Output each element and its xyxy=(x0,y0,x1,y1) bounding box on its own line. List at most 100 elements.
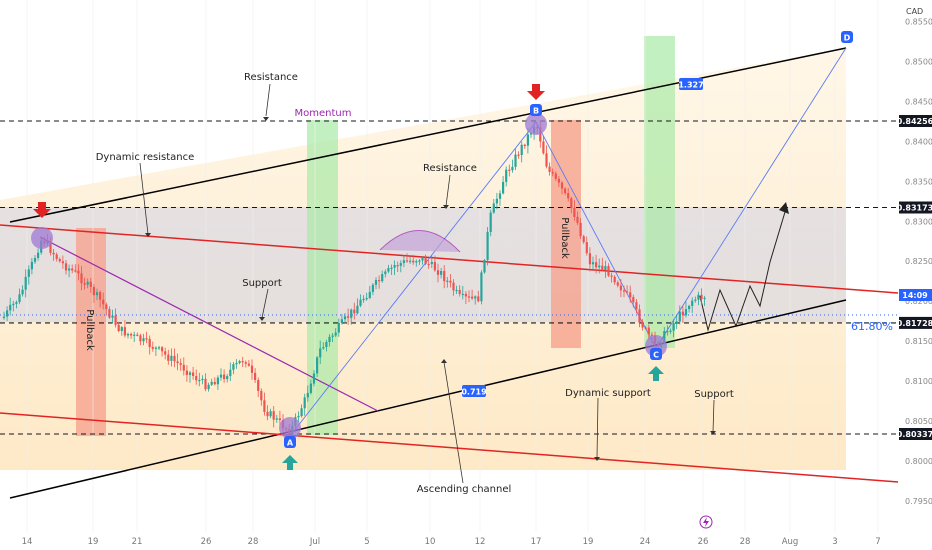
candle-body xyxy=(474,296,477,299)
lightning-icon[interactable] xyxy=(699,515,713,529)
candle-body xyxy=(89,281,92,287)
candle-body xyxy=(272,411,275,420)
candle-body xyxy=(250,365,254,373)
candle-body xyxy=(182,364,185,371)
candle-body xyxy=(486,231,489,261)
candle-body xyxy=(405,260,409,262)
candle-body xyxy=(18,294,21,303)
candle-body xyxy=(455,289,458,292)
candle-body xyxy=(458,289,461,294)
candle-body xyxy=(446,280,449,282)
pivot-a-tag[interactable]: A xyxy=(284,436,296,448)
candle-body xyxy=(226,376,229,380)
candle-body xyxy=(21,289,24,295)
candle-body xyxy=(604,266,607,271)
support-mid-label: Support xyxy=(242,278,282,289)
candle-body xyxy=(300,408,303,417)
price-level-tag[interactable] xyxy=(899,115,932,127)
candle-body xyxy=(393,265,396,268)
candle-body xyxy=(579,222,582,237)
pivot-b-tag[interactable]: B xyxy=(530,104,542,116)
candle-body xyxy=(495,198,498,204)
candle-body xyxy=(334,332,337,336)
candle-body xyxy=(421,257,424,261)
candle-body xyxy=(452,282,455,291)
candle-body xyxy=(588,253,591,265)
candle-body xyxy=(157,347,161,349)
current-price-tag[interactable]: 14:09 xyxy=(899,289,932,301)
projection-down-label: 0.719 xyxy=(461,388,487,397)
candle-body xyxy=(384,271,387,275)
x-tick-label: Jul xyxy=(309,537,320,547)
projection-down-tag[interactable]: 0.719 xyxy=(461,385,487,397)
candle-body xyxy=(130,333,133,336)
candle-body xyxy=(477,296,480,302)
candle-body xyxy=(461,293,464,296)
x-tick-label: 12 xyxy=(475,537,486,547)
price-level-tag[interactable] xyxy=(899,201,932,214)
candle-body xyxy=(30,261,33,270)
projection-arrowhead xyxy=(779,202,789,214)
candle-body xyxy=(6,310,9,317)
candle-body xyxy=(467,296,471,298)
x-tick-label: 21 xyxy=(132,537,143,547)
pivot-d-label: D xyxy=(844,34,851,43)
candle-body xyxy=(440,270,443,275)
x-tick-label: 24 xyxy=(640,537,651,547)
candle-body xyxy=(77,270,80,274)
candle-body xyxy=(235,362,238,365)
price-level-tag[interactable] xyxy=(899,428,932,440)
candle-body xyxy=(92,286,95,296)
candles xyxy=(2,120,706,441)
candle-body xyxy=(257,380,260,391)
candle-body xyxy=(520,144,523,156)
price-level-text: 0.80337 xyxy=(897,430,932,439)
candle-body xyxy=(254,372,257,381)
candle-body xyxy=(309,383,312,393)
price-level-tag[interactable] xyxy=(899,316,932,329)
candle-body xyxy=(551,172,554,174)
candle-body xyxy=(688,305,691,310)
candle-body xyxy=(585,242,588,254)
candle-body xyxy=(526,134,529,146)
pivot-d-tag[interactable]: D xyxy=(841,31,853,43)
x-tick-label: 28 xyxy=(248,537,259,547)
channel-lower-line xyxy=(9,299,847,499)
up-arrow-icon xyxy=(648,366,664,381)
candle-body xyxy=(297,416,300,418)
candle-body xyxy=(641,322,644,328)
candle-body xyxy=(371,284,374,292)
candle-body xyxy=(185,370,188,375)
projection-up-tag[interactable]: 1.327 xyxy=(678,78,704,90)
candle-body xyxy=(607,266,610,276)
candle-body xyxy=(328,336,331,342)
candle-body xyxy=(691,300,694,306)
candle-body xyxy=(278,418,281,421)
candle-body xyxy=(560,182,564,189)
candle-body xyxy=(145,338,148,340)
pivot-circle-a xyxy=(279,417,301,439)
candle-body xyxy=(529,133,533,135)
candle-body xyxy=(650,334,653,336)
candle-body xyxy=(198,379,201,382)
candle-body xyxy=(74,270,77,272)
candle-body xyxy=(102,299,105,305)
candle-body xyxy=(229,369,232,377)
candle-body xyxy=(678,311,681,322)
pivot-c-tag[interactable]: C xyxy=(650,348,662,360)
support-right-label: Support xyxy=(694,389,734,400)
candle-body xyxy=(619,285,622,291)
candle-body xyxy=(626,291,629,293)
down-arrow-icon xyxy=(527,84,545,100)
pullback-box-right xyxy=(551,120,581,348)
candle-body xyxy=(350,309,353,318)
candle-body xyxy=(374,280,378,285)
candle-body xyxy=(207,384,210,390)
candle-body xyxy=(700,294,703,299)
candle-body xyxy=(99,292,102,300)
candle-body xyxy=(381,274,384,282)
candle-body xyxy=(672,323,675,331)
